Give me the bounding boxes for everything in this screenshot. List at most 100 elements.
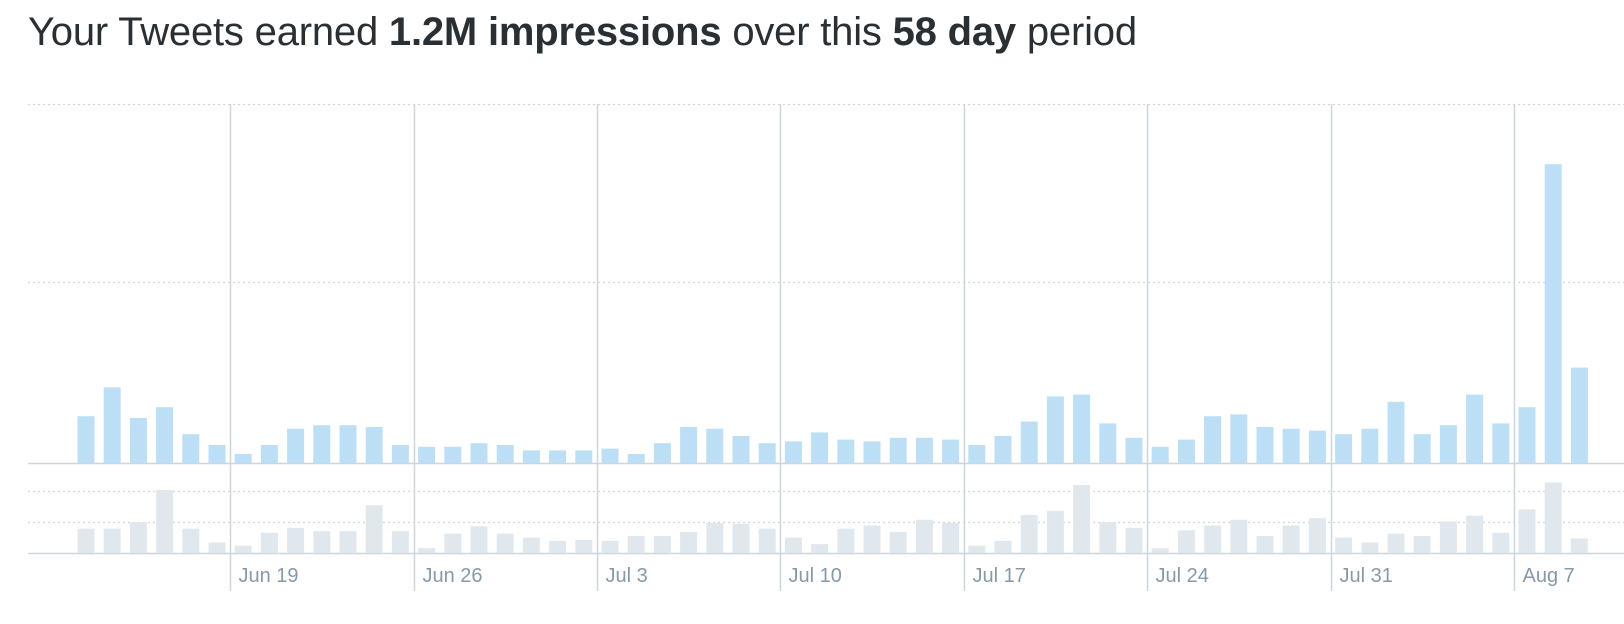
engagements-bar[interactable]: [496, 533, 514, 553]
impressions-bar[interactable]: [994, 436, 1012, 463]
impressions-bar[interactable]: [1230, 414, 1248, 463]
impressions-bar[interactable]: [391, 445, 409, 463]
engagements-bar[interactable]: [942, 523, 960, 553]
engagements-bar[interactable]: [1387, 533, 1405, 553]
impressions-bar[interactable]: [1518, 407, 1536, 463]
impressions-bar[interactable]: [1073, 394, 1091, 463]
impressions-bar[interactable]: [522, 450, 540, 463]
impressions-bar[interactable]: [156, 407, 174, 463]
impressions-bar[interactable]: [575, 450, 593, 463]
engagements-bar[interactable]: [889, 531, 907, 553]
engagements-bar[interactable]: [1282, 525, 1300, 554]
impressions-bar[interactable]: [758, 443, 776, 463]
engagements-bar[interactable]: [156, 489, 174, 553]
impressions-bar[interactable]: [313, 425, 331, 463]
engagements-bar[interactable]: [1439, 521, 1457, 553]
engagements-bar[interactable]: [1256, 536, 1274, 553]
impressions-bar[interactable]: [77, 416, 95, 463]
impressions-bar[interactable]: [1020, 421, 1038, 463]
impressions-bar[interactable]: [732, 436, 750, 463]
impressions-bar[interactable]: [260, 445, 278, 463]
impressions-bar[interactable]: [287, 428, 305, 463]
impressions-bar[interactable]: [1125, 437, 1143, 463]
impressions-bar[interactable]: [1151, 446, 1169, 463]
impressions-bar[interactable]: [339, 425, 357, 463]
engagements-bar[interactable]: [1177, 530, 1195, 553]
engagements-bar[interactable]: [863, 525, 881, 554]
engagements-bar[interactable]: [129, 522, 147, 553]
impressions-bar[interactable]: [1046, 396, 1064, 463]
engagements-bar[interactable]: [103, 528, 121, 553]
engagements-bar[interactable]: [208, 542, 226, 554]
impressions-bar[interactable]: [234, 454, 252, 463]
impressions-bar[interactable]: [1361, 428, 1379, 463]
engagements-bar[interactable]: [549, 540, 567, 554]
impressions-bar[interactable]: [496, 445, 514, 463]
engagements-bar[interactable]: [994, 540, 1012, 554]
impressions-bar[interactable]: [1466, 394, 1484, 463]
engagements-bar[interactable]: [234, 545, 252, 553]
engagements-bar[interactable]: [1466, 515, 1484, 553]
impressions-bar[interactable]: [1177, 439, 1195, 463]
impressions-bar[interactable]: [1439, 425, 1457, 463]
engagements-bar[interactable]: [837, 528, 855, 553]
engagements-bar[interactable]: [1335, 537, 1353, 553]
engagements-bar[interactable]: [1151, 548, 1169, 553]
engagements-bar[interactable]: [706, 523, 724, 553]
impressions-bar[interactable]: [1413, 434, 1431, 463]
impressions-bar[interactable]: [103, 387, 121, 463]
impressions-bar[interactable]: [444, 446, 462, 463]
engagements-bar[interactable]: [627, 536, 645, 553]
impressions-bar[interactable]: [915, 437, 933, 463]
impressions-bar[interactable]: [1335, 434, 1353, 463]
impressions-bar[interactable]: [470, 443, 488, 463]
impressions-bar[interactable]: [1099, 423, 1117, 463]
impressions-bar[interactable]: [837, 439, 855, 463]
impressions-bar[interactable]: [365, 427, 383, 463]
impressions-bar[interactable]: [601, 448, 619, 463]
impressions-bar[interactable]: [418, 446, 436, 463]
engagements-bar[interactable]: [575, 540, 593, 553]
impressions-bar[interactable]: [627, 454, 645, 463]
engagements-bar[interactable]: [1046, 510, 1064, 553]
engagements-bar[interactable]: [77, 528, 95, 553]
impressions-bar[interactable]: [1204, 416, 1222, 463]
engagements-bar[interactable]: [1492, 532, 1510, 554]
engagements-bar[interactable]: [1099, 522, 1117, 553]
impressions-bar[interactable]: [208, 445, 226, 463]
engagements-bar[interactable]: [1413, 536, 1431, 553]
engagements-bar[interactable]: [391, 531, 409, 553]
engagements-bar[interactable]: [313, 531, 331, 553]
impressions-bar[interactable]: [653, 443, 671, 463]
engagements-bar[interactable]: [182, 528, 200, 553]
engagements-bar[interactable]: [1125, 527, 1143, 553]
impressions-bar[interactable]: [549, 450, 567, 463]
impressions-bar[interactable]: [811, 432, 829, 463]
engagements-bar[interactable]: [470, 526, 488, 553]
impressions-bar[interactable]: [1544, 164, 1562, 463]
impressions-bar[interactable]: [680, 427, 698, 463]
impressions-bar[interactable]: [182, 434, 200, 463]
engagements-bar[interactable]: [680, 531, 698, 553]
engagements-bar[interactable]: [1020, 514, 1038, 553]
engagements-bar[interactable]: [260, 532, 278, 554]
engagements-bar[interactable]: [1308, 518, 1326, 553]
engagements-bar[interactable]: [522, 537, 540, 553]
engagements-bar[interactable]: [601, 540, 619, 554]
engagements-bar[interactable]: [915, 519, 933, 553]
engagements-bar[interactable]: [1073, 485, 1091, 553]
impressions-bar[interactable]: [942, 439, 960, 463]
engagements-bar[interactable]: [784, 537, 802, 553]
engagements-bar[interactable]: [968, 545, 986, 553]
impressions-bar[interactable]: [1308, 430, 1326, 463]
impressions-bar[interactable]: [863, 441, 881, 463]
impressions-bar[interactable]: [1387, 401, 1405, 463]
impressions-bar[interactable]: [129, 418, 147, 463]
impressions-bar[interactable]: [706, 428, 724, 463]
engagements-bar[interactable]: [758, 528, 776, 553]
engagements-bar[interactable]: [444, 533, 462, 553]
engagements-bar[interactable]: [811, 544, 829, 553]
engagements-bar[interactable]: [287, 527, 305, 553]
engagements-bar[interactable]: [1204, 525, 1222, 554]
engagements-bar[interactable]: [339, 531, 357, 553]
